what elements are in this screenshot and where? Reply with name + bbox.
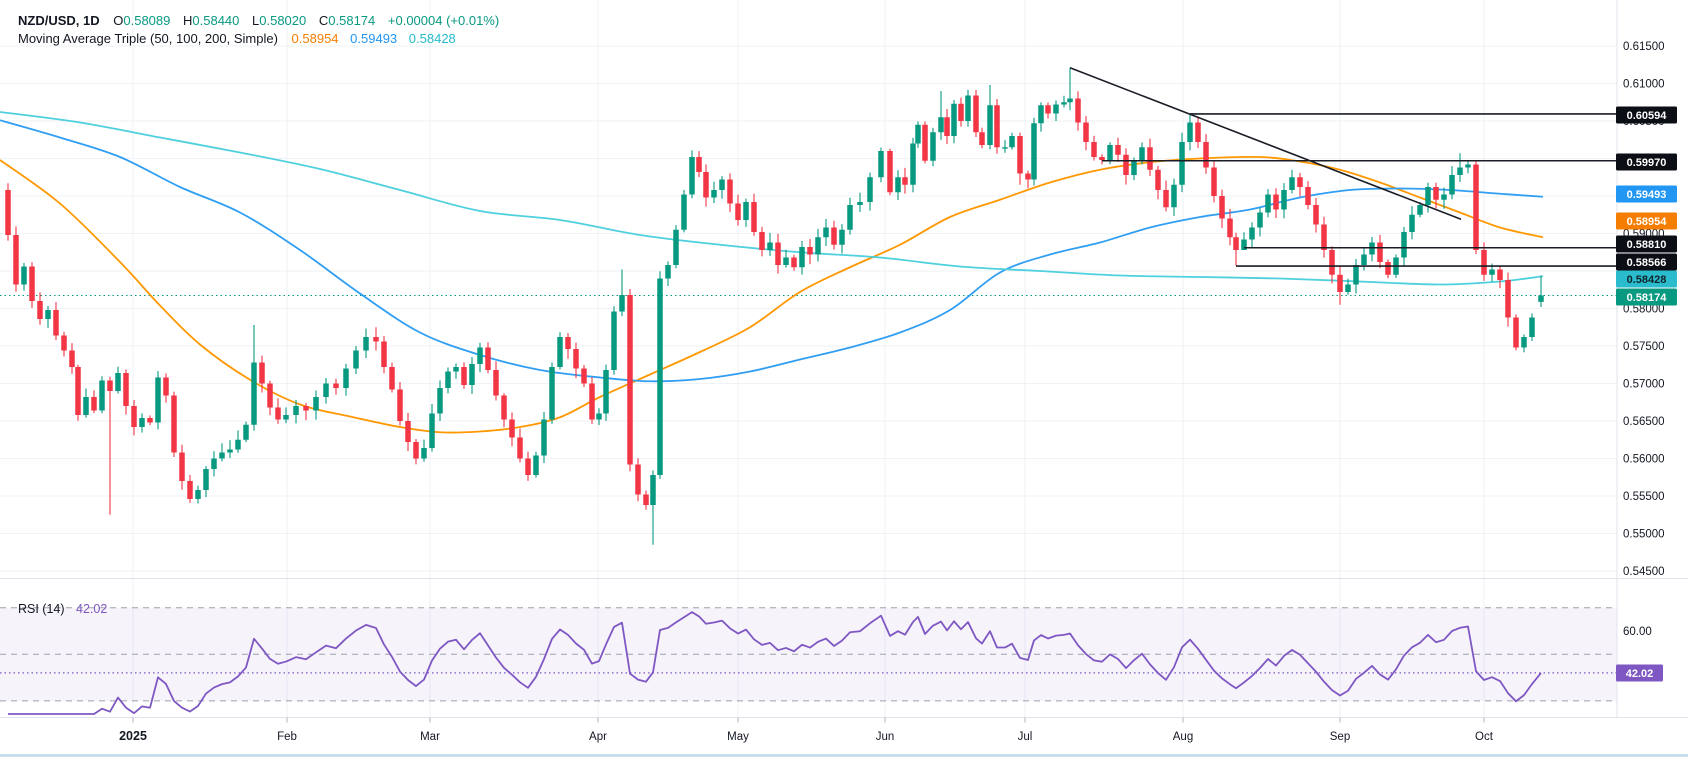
price-axis-background	[1617, 0, 1688, 762]
price-axis-label: 0.55500	[1623, 491, 1665, 503]
time-axis-label: 2025	[119, 729, 147, 743]
ma-100-line	[0, 119, 1544, 383]
rsi-axis-badge	[1616, 664, 1663, 682]
indicator-legend-row[interactable]: Moving Average Triple (50, 100, 200, Sim…	[18, 31, 456, 46]
ma-50-line	[0, 155, 1544, 434]
price-axis-label: 0.58000	[1623, 304, 1665, 316]
price-axis-badge	[1616, 288, 1677, 306]
price-axis-label: 0.61000	[1623, 79, 1665, 91]
price-axis-badge-text: 0.59493	[1627, 189, 1667, 201]
price-axis-badge-text: 0.58566	[1627, 257, 1667, 269]
price-axis-label: 0.56500	[1623, 416, 1665, 428]
price-axis-label: 0.57000	[1623, 379, 1665, 391]
price-axis-badge-text: 0.60594	[1627, 110, 1668, 122]
ma50-value: 0.58954	[291, 31, 339, 46]
time-axis-label: Aug	[1173, 731, 1193, 743]
price-axis-badge-text: 0.58428	[1627, 274, 1667, 286]
price-axis-badge	[1616, 212, 1677, 230]
price-axis-label: 0.56000	[1623, 454, 1665, 466]
change-value: +0.00004 (+0.01%)	[387, 13, 500, 28]
price-axis-badge-text: 0.58810	[1627, 239, 1667, 251]
price-axis-label: 0.55000	[1623, 529, 1665, 541]
price-axis-badge-text: 0.58174	[1627, 292, 1668, 304]
time-axis-label: Jun	[876, 731, 895, 743]
price-axis-badge	[1616, 270, 1677, 288]
ohlc-open: O0.58089	[113, 13, 171, 28]
price-axis-badge	[1616, 253, 1677, 271]
price-axis-badge	[1616, 185, 1677, 203]
ohlc-low: L0.58020	[252, 13, 307, 28]
descending-trendline[interactable]	[1069, 67, 1462, 220]
price-axis-badge-text: 0.59970	[1627, 157, 1667, 169]
rsi-line	[8, 611, 1542, 715]
time-axis-label: Mar	[420, 731, 440, 743]
rsi-axis-badge-text: 42.02	[1626, 668, 1654, 680]
time-axis-label: Apr	[589, 731, 607, 743]
time-axis[interactable]	[0, 717, 1688, 762]
candlestick-series	[5, 67, 1544, 545]
price-axis[interactable]	[1617, 0, 1688, 717]
ma200-value: 0.58428	[408, 31, 456, 46]
price-axis-label: 0.54500	[1623, 566, 1665, 578]
price-axis-badge	[1616, 106, 1677, 124]
rsi-legend-row[interactable]: RSI (14) 42.02	[18, 602, 107, 616]
price-axis-badge	[1616, 153, 1677, 171]
time-axis-label: Sep	[1330, 731, 1350, 743]
rsi-value: 42.02	[76, 602, 108, 616]
time-axis-label: Oct	[1475, 731, 1494, 743]
rsi-axis-label: 60.00	[1623, 626, 1652, 638]
time-axis-label: May	[727, 731, 749, 743]
rsi-title[interactable]: RSI (14)	[18, 602, 65, 616]
indicator-title[interactable]: Moving Average Triple (50, 100, 200, Sim…	[18, 31, 278, 46]
ohlc-high: H0.58440	[183, 13, 240, 28]
time-axis-label: Feb	[277, 731, 297, 743]
price-axis-badge-text: 0.58954	[1627, 216, 1668, 228]
ohlc-close: C0.58174	[318, 13, 376, 28]
time-axis-label: Jul	[1018, 731, 1033, 743]
symbol-title[interactable]: NZD/USD, 1D	[18, 13, 100, 28]
price-axis-label: 0.61500	[1623, 41, 1665, 53]
price-axis-label: 0.57500	[1623, 341, 1665, 353]
price-axis-badge	[1616, 235, 1677, 253]
ma-200-line	[0, 111, 1544, 286]
symbol-legend-row[interactable]: NZD/USD, 1D O0.58089 H0.58440 L0.58020 C…	[18, 13, 499, 28]
ma100-value: 0.59493	[350, 31, 398, 46]
